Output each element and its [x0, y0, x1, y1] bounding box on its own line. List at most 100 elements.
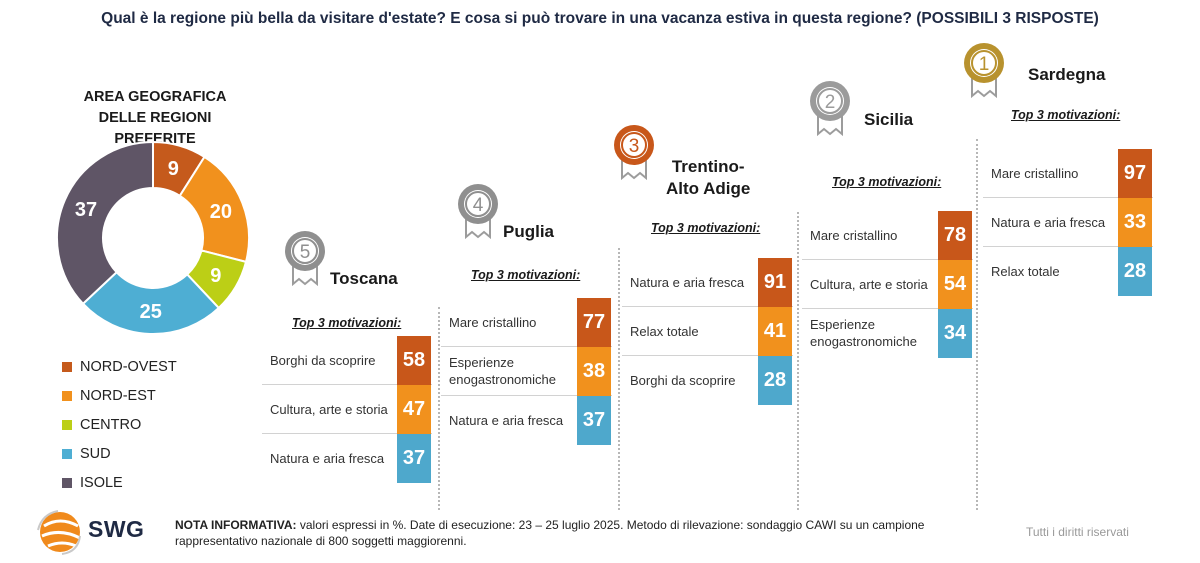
table-row: Esperienze enogastronomiche 38 — [441, 347, 612, 396]
region-name: Trentino- Alto Adige — [666, 156, 750, 200]
region-name: Sardegna — [1028, 65, 1106, 84]
separator-line — [438, 307, 440, 510]
motivation-value: 97 — [1118, 149, 1152, 198]
donut-data-label: 9 — [210, 265, 221, 287]
motivation-table: Natura e aria fresca 91 Relax totale 41 Borg… — [622, 258, 793, 405]
medal-rank-label: 5 — [300, 242, 311, 263]
motivation-label: Cultura, arte e storia — [810, 276, 928, 292]
region-name: Puglia — [503, 222, 555, 241]
motivation-label: Natura e aria fresca — [630, 274, 745, 290]
table-row: Natura e aria fresca 33 — [983, 198, 1153, 247]
motivation-value: 38 — [577, 347, 611, 396]
top3-heading: Top 3 motivazioni: — [832, 175, 942, 189]
motivation-label: Cultura, arte e storia — [270, 401, 388, 417]
motivation-value: 58 — [397, 336, 431, 385]
table-row: Borghi da scoprire 58 — [262, 336, 432, 385]
donut-data-label: 37 — [75, 199, 97, 221]
medal-rank-label: 1 — [979, 54, 990, 75]
region-name: Toscana — [330, 269, 398, 288]
legend-label: SUD — [80, 445, 111, 462]
medal-3-icon: 3 — [614, 125, 654, 180]
legend-item: ISOLE — [62, 468, 177, 497]
motivation-value: 78 — [938, 211, 972, 260]
motivation-label: Natura e aria fresca — [270, 450, 385, 466]
motivation-label: Mare cristallino — [991, 165, 1079, 181]
motivation-value: 41 — [758, 307, 792, 356]
top3-heading: Top 3 motivazioni: — [1011, 108, 1121, 122]
motivation-label: Borghi da scoprire — [270, 352, 376, 368]
medal-4-icon: 4 — [458, 184, 498, 239]
motivation-label: Relax totale — [991, 263, 1060, 279]
table-row: Mare cristallino 97 — [983, 149, 1153, 198]
legend-label: NORD-OVEST — [80, 358, 177, 375]
table-row: Cultura, arte e storia 54 — [802, 260, 973, 309]
legend-swatch — [62, 448, 72, 459]
motivation-table: Mare cristallino 97 Natura e aria fresca 33… — [983, 149, 1153, 296]
table-row: Natura e aria fresca 37 — [441, 396, 612, 445]
table-row: Cultura, arte e storia 47 — [262, 385, 432, 434]
legend-item: CENTRO — [62, 410, 177, 439]
logo-text: SWG — [88, 516, 145, 542]
medal-2-icon: 2 — [810, 81, 850, 136]
separator-line — [618, 248, 620, 510]
note-label: NOTA INFORMATIVA: — [175, 518, 297, 532]
motivation-table: Borghi da scoprire 58 Cultura, arte e stor… — [262, 336, 432, 483]
medal-rank-label: 2 — [825, 92, 836, 113]
page-title: Qual è la regione più bella da visitare … — [101, 10, 1099, 27]
motivation-label: Natura e aria fresca — [449, 412, 564, 428]
medal-rank-label: 3 — [629, 136, 640, 157]
legend-label: CENTRO — [80, 416, 142, 433]
top3-heading: Top 3 motivazioni: — [651, 221, 761, 235]
donut-data-label: 20 — [210, 201, 232, 223]
footer-note: NOTA INFORMATIVA: valori espressi in %. … — [175, 517, 965, 549]
motivation-value: 28 — [1118, 247, 1152, 296]
motivation-label: Mare cristallino — [449, 314, 537, 330]
motivation-value: 37 — [397, 434, 431, 483]
donut-slice-sud — [81, 270, 221, 335]
medal-5-icon: 5 — [285, 231, 325, 286]
legend-label: NORD-EST — [80, 387, 156, 404]
motivation-label: Relax totale — [630, 323, 699, 339]
region-name-line: Alto Adige — [666, 179, 751, 198]
rights-text: Tutti i diritti riservati — [1026, 525, 1129, 539]
motivation-label: Mare cristallino — [810, 227, 898, 243]
legend-item: NORD-OVEST — [62, 352, 177, 381]
region-name: Sicilia — [864, 110, 914, 129]
donut-slice-isole — [56, 140, 154, 306]
note-text: valori espressi in %. Date di esecuzione… — [175, 518, 925, 548]
legend-item: SUD — [62, 439, 177, 468]
top3-heading: Top 3 motivazioni: — [292, 316, 402, 330]
medal-rank-label: 4 — [473, 195, 484, 216]
table-row: Borghi da scoprire 28 — [622, 356, 793, 405]
table-row: Esperienze enogastronomiche 34 — [802, 309, 973, 358]
donut-data-label: 9 — [168, 158, 179, 180]
motivation-value: 91 — [758, 258, 792, 307]
separator-line — [976, 139, 978, 510]
motivation-table: Mare cristallino 78 Cultura, arte e storia… — [802, 211, 973, 358]
motivation-value: 54 — [938, 260, 972, 309]
donut-title-line-1: AREA GEOGRAFICA — [83, 89, 227, 105]
swg-logo — [37, 510, 81, 555]
legend-swatch — [62, 361, 72, 372]
table-row: Relax totale 28 — [983, 247, 1153, 296]
table-row: Natura e aria fresca 91 — [622, 258, 793, 307]
motivation-value: 28 — [758, 356, 792, 405]
motivation-value: 47 — [397, 385, 431, 434]
motivation-value: 37 — [577, 396, 611, 445]
separator-line — [797, 212, 799, 510]
top3-heading: Top 3 motivazioni: — [471, 268, 581, 282]
table-row: Natura e aria fresca 37 — [262, 434, 432, 483]
donut-legend: NORD-OVEST NORD-EST CENTRO SUD ISOLE — [62, 352, 177, 497]
legend-item: NORD-EST — [62, 381, 177, 410]
donut-chart: 9 20 9 25 37 — [56, 140, 250, 335]
table-row: Mare cristallino 77 — [441, 298, 612, 347]
legend-swatch — [62, 477, 72, 488]
donut-data-label: 25 — [140, 301, 162, 323]
motivation-value: 33 — [1118, 198, 1152, 247]
legend-swatch — [62, 419, 72, 430]
legend-swatch — [62, 390, 72, 401]
motivation-value: 34 — [938, 309, 972, 358]
motivation-table: Mare cristallino 77 Esperienze enogastrono… — [441, 298, 612, 445]
medal-1-icon: 1 — [964, 43, 1004, 98]
motivation-label: Esperienze enogastronomiche — [810, 317, 917, 349]
